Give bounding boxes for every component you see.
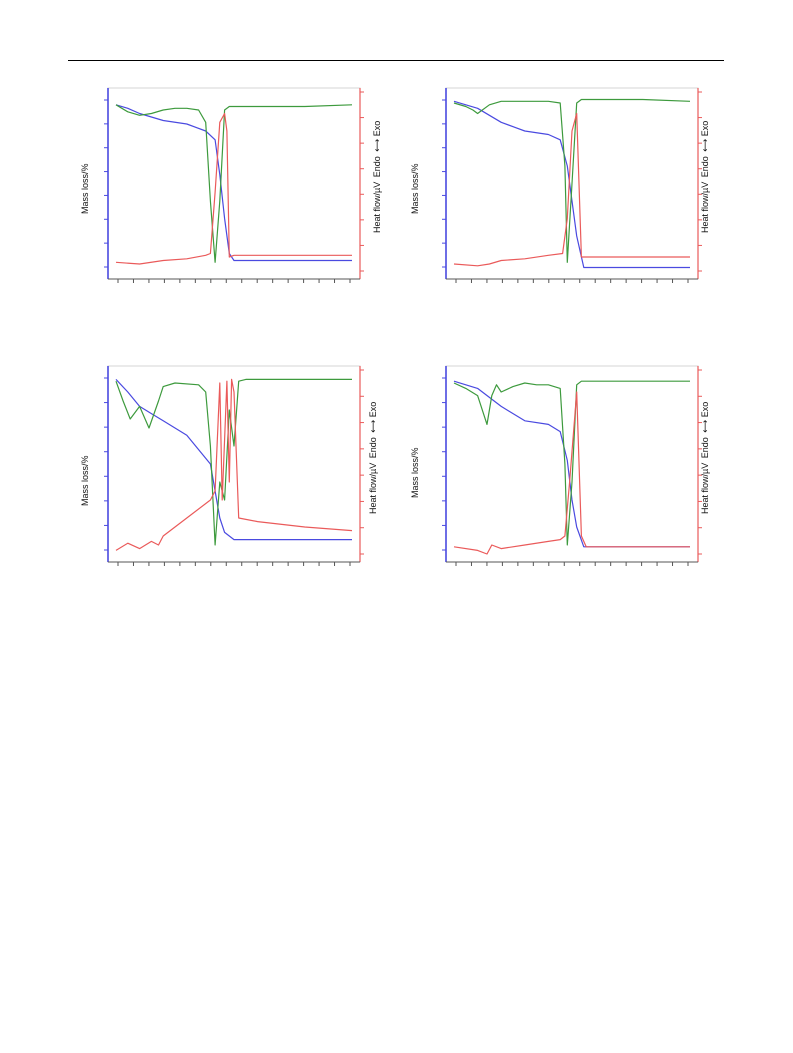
panel-bottom-right: Mass loss/% Heat flow/µV Endo ⟷ Exo [410, 360, 710, 610]
header-rule [68, 60, 724, 61]
endo-exo-arrow-icon: ⟷ [700, 138, 710, 152]
endo-label: Endo [700, 437, 710, 459]
endo-label: Endo [368, 437, 378, 459]
dtg-curve [115, 104, 353, 263]
mass-curve [453, 380, 690, 548]
heat-flow-label: Heat flow/µV [368, 462, 378, 514]
heat-flow-label: Heat flow/µV [700, 181, 710, 233]
mass-curve [453, 100, 690, 269]
mass-curve [115, 378, 352, 541]
left-axis-label: Mass loss/% [80, 163, 90, 214]
right-axis-label: Heat flow/µV Endo ⟷ Exo [700, 120, 711, 232]
mass-curve [115, 104, 352, 262]
exo-label: Exo [700, 401, 710, 418]
endo-label: Endo [700, 155, 710, 177]
exo-label: Exo [372, 120, 382, 136]
dtg-curve [115, 378, 352, 546]
plot-frame [107, 87, 361, 280]
left-axis-label: Mass loss/% [80, 455, 90, 506]
endo-exo-arrow-icon: ⟷ [700, 419, 710, 433]
left-axis-label: Mass loss/% [410, 447, 420, 498]
exo-label: Exo [368, 401, 378, 418]
heat-curve [453, 391, 690, 555]
panel-top-right: Mass loss/% Heat flow/µV Endo ⟷ Exo [410, 82, 710, 332]
endo-exo-arrow-icon: ⟷ [372, 138, 382, 152]
heat-flow-label: Heat flow/µV [700, 462, 710, 514]
plot-bottom-left [104, 365, 364, 566]
right-axis-label: Heat flow/µV Endo ⟷ Exo [372, 120, 383, 232]
heat-flow-label: Heat flow/µV [372, 181, 382, 233]
panel-bottom-left: Mass loss/% Heat flow/µV Endo ⟷ Exo [72, 360, 378, 610]
right-axis-label: Heat flow/µV Endo ⟷ Exo [368, 402, 379, 514]
exo-label: Exo [700, 120, 710, 136]
right-axis-label: Heat flow/µV Endo ⟷ Exo [700, 402, 711, 514]
plot-top-left [104, 87, 364, 283]
heat-curve [115, 112, 352, 265]
plot-frame [445, 365, 699, 563]
plot-top-right [442, 87, 702, 283]
plot-bottom-right [442, 365, 702, 566]
dtg-curve [453, 380, 690, 546]
heat-curve [453, 112, 690, 267]
left-axis-label: Mass loss/% [410, 163, 420, 214]
heat-curve [115, 378, 353, 551]
endo-exo-arrow-icon: ⟷ [368, 419, 378, 433]
panel-top-left: Mass loss/% Heat flow/µV Endo ⟷ Exo [72, 82, 382, 332]
dtg-curve [453, 98, 691, 263]
endo-label: Endo [372, 155, 382, 177]
